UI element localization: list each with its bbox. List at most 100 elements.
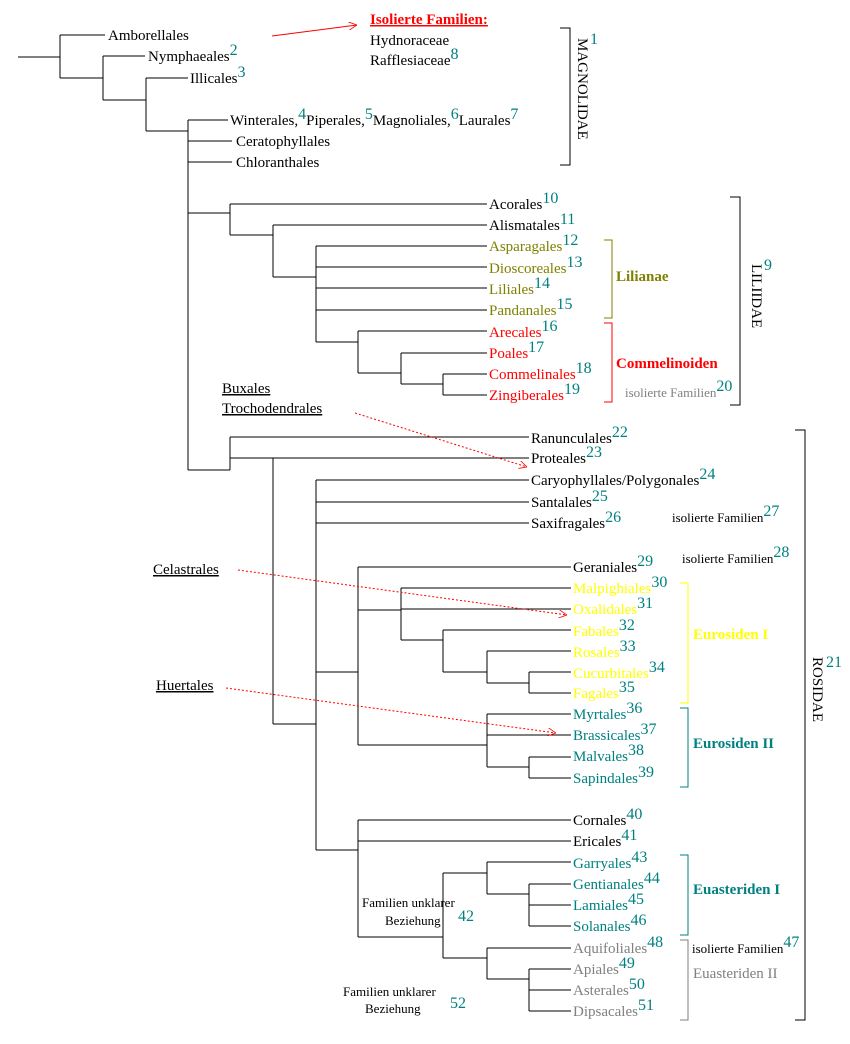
order-name: Brassicales (573, 728, 641, 744)
group-label: Lilianae (616, 269, 669, 285)
order-name: Geraniales (573, 560, 637, 576)
order-number: 34 (649, 659, 665, 676)
order: Fagales35 (573, 679, 635, 702)
order: Apiales49 (573, 955, 635, 978)
moved-order: Huertales (156, 678, 214, 694)
group-label: Euasteriden II (693, 966, 778, 982)
order-name: Garryales (573, 856, 631, 872)
order-number: 24 (699, 466, 715, 483)
order-number: 10 (542, 190, 558, 207)
subclass-number: 21 (826, 654, 842, 671)
order-number: 36 (626, 700, 642, 717)
order-number: 33 (620, 638, 636, 655)
order: Illicales3 (190, 64, 245, 87)
order-name: Santalales (531, 495, 592, 511)
order-number: 26 (605, 509, 621, 526)
order: Caryophyllales/Polygonales24 (531, 466, 715, 489)
order-name: Alismatales (489, 218, 560, 234)
order: Proteales23 (531, 444, 602, 467)
order: Amborellales (108, 28, 189, 44)
unclear-text: Familien unklarer (362, 895, 455, 910)
isolated-note: isolierte Familien27 (672, 503, 779, 525)
order: Saxifragales26 (531, 509, 621, 532)
order-number: 41 (621, 827, 637, 844)
order-number: 32 (619, 617, 635, 634)
order-name: Cornales (573, 813, 626, 829)
order: Oxalidales31 (573, 595, 653, 618)
order-name: Acorales (489, 197, 542, 213)
order: Solanales46 (573, 912, 647, 935)
order: Myrtales36 (573, 700, 642, 723)
order-number: 15 (556, 296, 572, 313)
order-name: Nymphaeales (148, 49, 230, 65)
order-name: Caryophyllales/Polygonales (531, 473, 699, 489)
tree-lines (18, 34, 571, 1012)
order-number: 43 (631, 849, 647, 866)
order-name: Illicales (190, 71, 238, 87)
order: Dipsacales51 (573, 997, 654, 1020)
isolated-note-number: 20 (716, 378, 732, 395)
order-name: Ranunculales (531, 431, 612, 447)
order-name: Lamiales (573, 898, 628, 914)
subclass-number: 1 (590, 31, 598, 48)
moved-order: Trochodendrales (222, 401, 322, 417)
isolated-note: isolierte Familien28 (682, 544, 789, 566)
order-name: Winterales, (230, 113, 298, 129)
unclear-text: Beziehung (385, 913, 441, 928)
order: Commelinales18 (489, 360, 592, 383)
order-name: Magnoliales, (373, 113, 451, 129)
order: Poales17 (489, 339, 544, 362)
order: Malvales38 (573, 742, 644, 765)
order: Rosales33 (573, 638, 636, 661)
order-number: 50 (629, 976, 645, 993)
order-number: 17 (528, 339, 544, 356)
order-name: Dipsacales (573, 1004, 638, 1020)
order-number: 4 (298, 106, 306, 123)
family-number: 8 (451, 46, 459, 63)
unclear-number: 42 (458, 908, 474, 925)
order-number: 25 (592, 488, 608, 505)
order-number: 23 (586, 444, 602, 461)
order-number: 6 (451, 106, 459, 123)
order-number: 49 (619, 955, 635, 972)
order: Chloranthales (236, 155, 319, 171)
order-number: 31 (637, 595, 653, 612)
order: Santalales25 (531, 488, 608, 511)
order: Asparagales12 (489, 232, 578, 255)
order-name: Chloranthales (236, 155, 319, 171)
order-name: Zingiberales (489, 388, 564, 404)
order-name: Malpighiales (573, 581, 651, 597)
order-name: Poales (489, 346, 528, 362)
isolated-note-number: 28 (773, 544, 789, 561)
isolated-note-name: isolierte Familien (625, 385, 717, 400)
order-name: Sapindales (573, 771, 638, 787)
order-number: 7 (510, 106, 518, 123)
order-name: Commelinales (489, 367, 576, 383)
subclass-number: 9 (764, 257, 772, 274)
subclass-label: LILIIDAE (748, 264, 764, 328)
order: Arecales16 (489, 318, 557, 341)
moved-order: Buxales (222, 381, 270, 397)
subclass-label: ROSIDAE (809, 657, 825, 722)
isolated-note-name: isolierte Familien (692, 941, 784, 956)
order-number: 38 (628, 742, 644, 759)
order-number: 37 (640, 721, 656, 738)
order-number: 46 (631, 912, 647, 929)
order-number: 35 (619, 679, 635, 696)
order-name: Aquifoliales (573, 941, 647, 957)
order-name: Pandanales (489, 303, 557, 319)
order-name: Liliales (489, 282, 534, 298)
order-number: 19 (564, 381, 580, 398)
order-name: Ceratophyllales (236, 134, 330, 150)
order-number: 3 (237, 64, 245, 81)
subclass-label: MAGNOLIDAE (574, 38, 590, 140)
order: Ranunculales22 (531, 424, 628, 447)
order-name: Piperales, (306, 113, 365, 129)
order: Zingiberales19 (489, 381, 580, 404)
family: Hydnoraceae (370, 33, 449, 49)
order: Nymphaeales2 (148, 42, 238, 65)
order: Lamiales45 (573, 891, 644, 914)
order-number: 40 (626, 806, 642, 823)
order-name: Solanales (573, 919, 631, 935)
